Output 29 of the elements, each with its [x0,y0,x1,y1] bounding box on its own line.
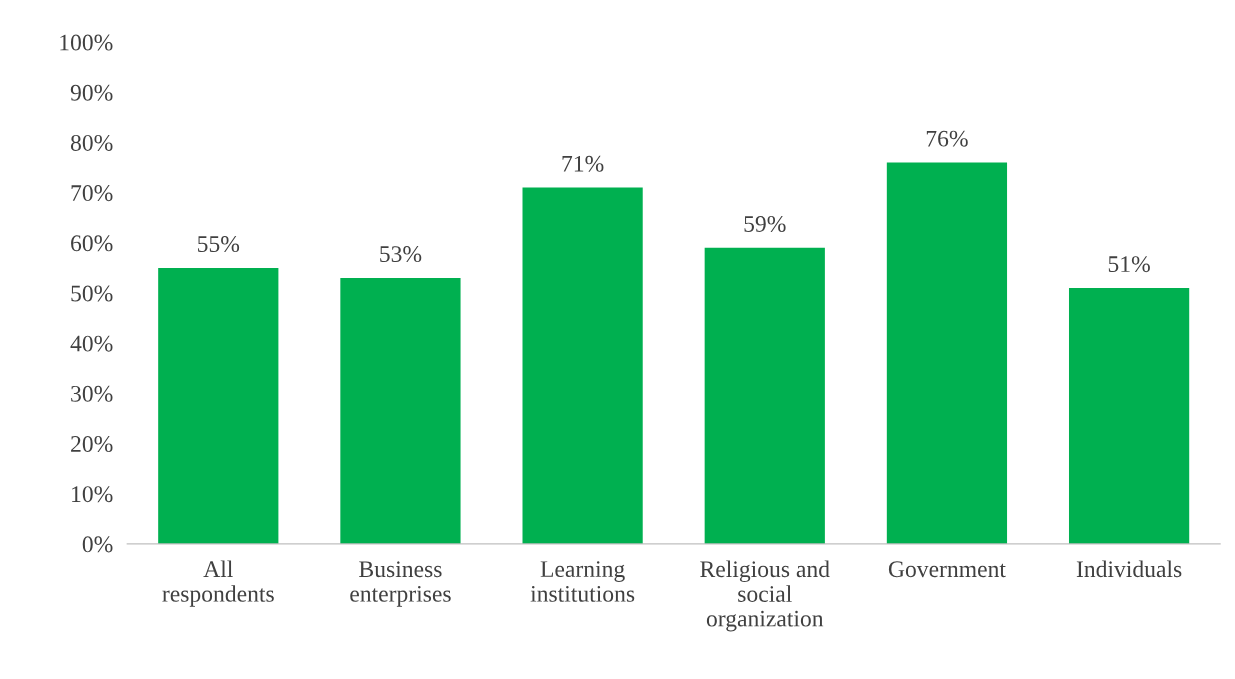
y-tick-label: 60% [71,235,113,252]
y-tick-label: 50% [71,285,113,302]
x-tick-label: Learning institutions [530,561,635,602]
x-tick-label: Individuals [1076,560,1182,578]
bar [340,277,461,544]
bar [158,267,279,544]
data-label: 53% [380,246,422,263]
data-label: 76% [926,130,968,147]
y-tick-label: 10% [72,486,113,503]
data-label: 59% [744,215,786,232]
y-tick-label: 30% [71,385,113,402]
data-label: 71% [562,155,604,172]
bar [886,162,1008,544]
y-tick-label: 20% [71,436,113,453]
y-tick-label: 40% [70,335,113,352]
x-tick-label: Business enterprises [350,561,451,607]
y-tick-label: 0% [82,536,113,553]
data-label: 51% [1108,256,1150,273]
x-tick-label: All respondents [162,560,274,607]
y-tick-label: 90% [70,84,113,101]
bar [1068,287,1190,544]
bar [522,187,643,544]
data-label: 55% [198,236,240,253]
y-tick-label: 80% [70,134,113,151]
x-tick-label: Government [888,561,1006,578]
y-tick-label: 100% [60,34,113,51]
y-tick-label: 70% [71,185,113,202]
bar [704,247,825,544]
x-tick-label: Religious and social organization [700,560,830,632]
